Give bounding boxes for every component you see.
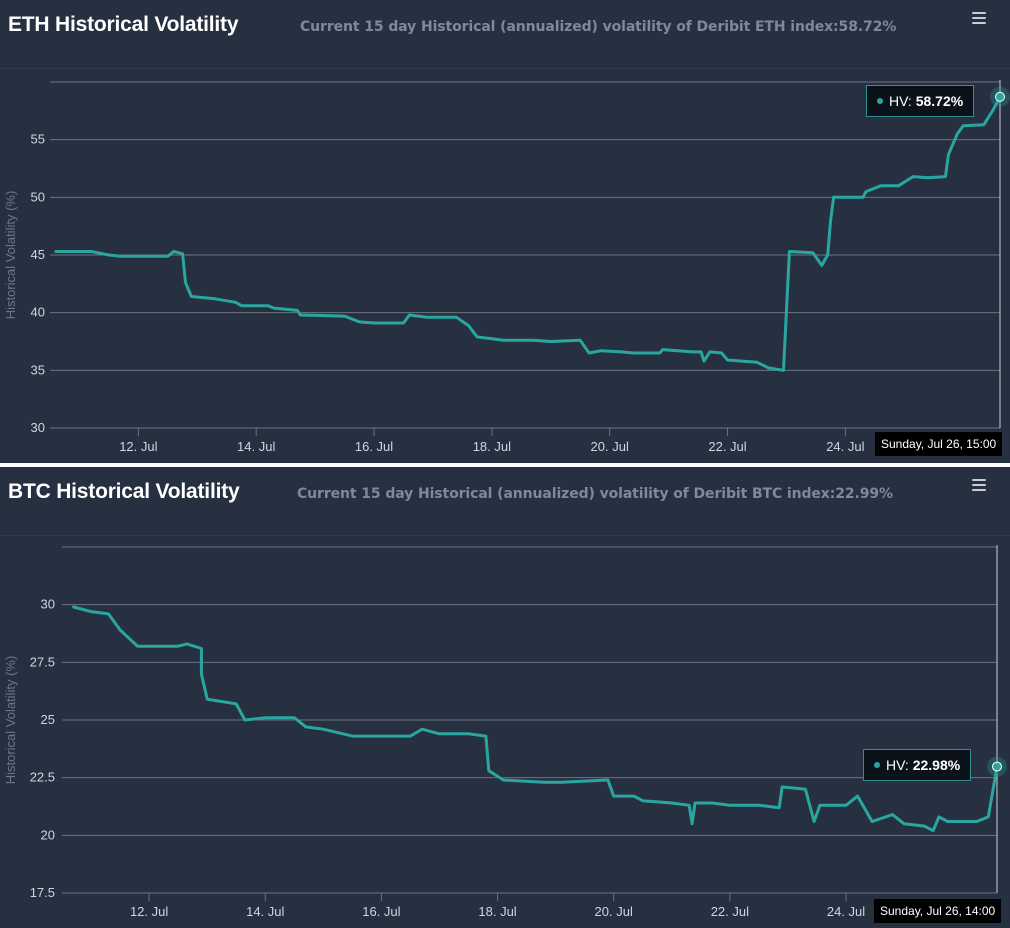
eth-x-tick-label: 12. Jul (119, 439, 157, 454)
eth-chart-subtitle: Current 15 day Historical (annualized) v… (300, 19, 897, 35)
eth-x-tick-label: 14. Jul (237, 439, 275, 454)
btc-y-tick-label: 25 (41, 712, 55, 727)
eth-x-tick-label: 24. Jul (826, 439, 864, 454)
eth-y-tick-label: 40 (31, 305, 45, 320)
tooltip-label: HV: (886, 757, 909, 773)
eth-hover-point (995, 91, 1005, 102)
eth-y-axis-title: Historical Volatility (%) (3, 191, 18, 320)
eth-x-tick-label: 16. Jul (355, 439, 393, 454)
btc-x-tick-label: 12. Jul (130, 904, 168, 919)
btc-x-tick-label: 22. Jul (711, 904, 749, 919)
btc-x-tick-label: 16. Jul (362, 904, 400, 919)
eth-y-tick-label: 45 (31, 247, 45, 262)
btc-y-tick-label: 17.5 (30, 885, 55, 900)
eth-x-tick-label: 22. Jul (708, 439, 746, 454)
btc-x-tick-label: 14. Jul (246, 904, 284, 919)
btc-chart-title: BTC Historical Volatility (8, 480, 240, 503)
tooltip-value: 22.98% (912, 757, 961, 773)
eth-y-tick-label: 30 (31, 420, 45, 435)
btc-x-tick-label: 24. Jul (827, 904, 865, 919)
btc-y-axis-title: Historical Volatility (%) (3, 656, 18, 785)
btc-hv-tooltip: HV: 22.98% (863, 749, 972, 781)
btc-hv-series-line (72, 605, 999, 833)
eth-x-tick-label: 20. Jul (591, 439, 629, 454)
eth-y-tick-label: 55 (31, 132, 45, 147)
btc-x-tick-label: 18. Jul (478, 904, 516, 919)
hamburger-menu-icon[interactable] (972, 479, 986, 491)
btc-y-tick-label: 30 (41, 597, 55, 612)
eth-volatility-chart: 30 35 40 45 50 55 12. Jul 14. Jul 16. Jul 18. Jul… (3, 80, 1010, 454)
eth-x-tick-label: 18. Jul (473, 439, 511, 454)
btc-volatility-panel: 17.5 20 22.5 25 27.5 30 12. Jul 14. Jul 16. Jul 1… (0, 467, 1010, 928)
btc-y-tick-label: 20 (41, 827, 55, 842)
eth-volatility-panel: 30 35 40 45 50 55 12. Jul 14. Jul 16. Jul 18. Jul… (0, 0, 1010, 463)
tooltip-label: HV: (889, 93, 912, 109)
eth-y-tick-label: 35 (31, 362, 45, 377)
series-dot-icon (874, 762, 880, 768)
eth-crosshair-date-label: Sunday, Jul 26, 15:00 (875, 432, 1003, 456)
btc-hover-point (992, 761, 1002, 772)
btc-y-tick-label: 27.5 (30, 654, 55, 669)
btc-y-tick-label: 22.5 (30, 770, 55, 785)
eth-chart-title: ETH Historical Volatility (8, 13, 239, 36)
series-dot-icon (877, 98, 883, 104)
eth-hv-series-line (54, 95, 1002, 372)
btc-x-tick-label: 20. Jul (595, 904, 633, 919)
tooltip-value: 58.72% (915, 93, 964, 109)
eth-y-tick-label: 50 (31, 189, 45, 204)
eth-panel-header: ETH Historical Volatility Current 15 day… (0, 0, 1010, 69)
btc-chart-subtitle: Current 15 day Historical (annualized) v… (297, 486, 893, 502)
hamburger-menu-icon[interactable] (972, 12, 986, 24)
btc-volatility-chart: 17.5 20 22.5 25 27.5 30 12. Jul 14. Jul 16. Jul 1… (3, 545, 1007, 919)
btc-crosshair-date-label: Sunday, Jul 26, 14:00 (874, 899, 1002, 923)
btc-panel-header: BTC Historical Volatility Current 15 day… (0, 467, 1010, 536)
eth-hv-tooltip: HV: 58.72% (866, 85, 975, 117)
